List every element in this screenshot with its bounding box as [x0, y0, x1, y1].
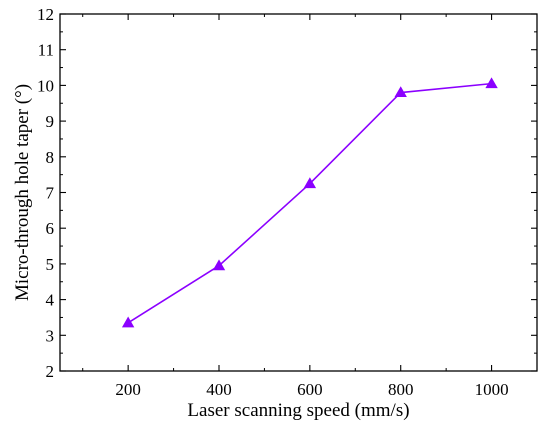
y-axis-title: Micro-through hole taper (°)	[12, 84, 33, 301]
y-tick-label: 4	[46, 291, 55, 310]
axes	[59, 13, 538, 372]
series-line	[127, 82, 492, 324]
y-tick-label: 7	[46, 184, 55, 203]
plot-frame	[59, 13, 538, 372]
x-axis-title: Laser scanning speed (mm/s)	[187, 400, 409, 421]
y-tick-label: 9	[46, 112, 55, 131]
y-tick-label: 3	[46, 326, 55, 345]
data-point-marker	[212, 259, 226, 271]
x-tick-label: 1000	[475, 380, 509, 399]
y-tick-label: 6	[46, 219, 55, 238]
data-point-marker	[485, 77, 498, 89]
data-point-marker	[121, 316, 135, 328]
ticks: 200 400 600 800 1000 2 3 4 5 6 7 8 9 10 11 12	[37, 5, 537, 399]
y-tick-label: 10	[37, 76, 54, 95]
x-tick-label: 600	[297, 380, 323, 399]
y-tick-label: 12	[37, 5, 54, 24]
y-tick-label: 11	[38, 41, 54, 60]
series	[121, 77, 498, 328]
y-tick-label: 2	[46, 362, 55, 381]
y-tick-label: 5	[46, 255, 55, 274]
data-point-marker	[394, 86, 407, 98]
data-point-marker	[303, 177, 317, 189]
y-tick-label: 8	[46, 148, 55, 167]
x-tick-label: 200	[115, 380, 141, 399]
x-tick-label: 800	[388, 380, 414, 399]
x-tick-label: 400	[206, 380, 232, 399]
